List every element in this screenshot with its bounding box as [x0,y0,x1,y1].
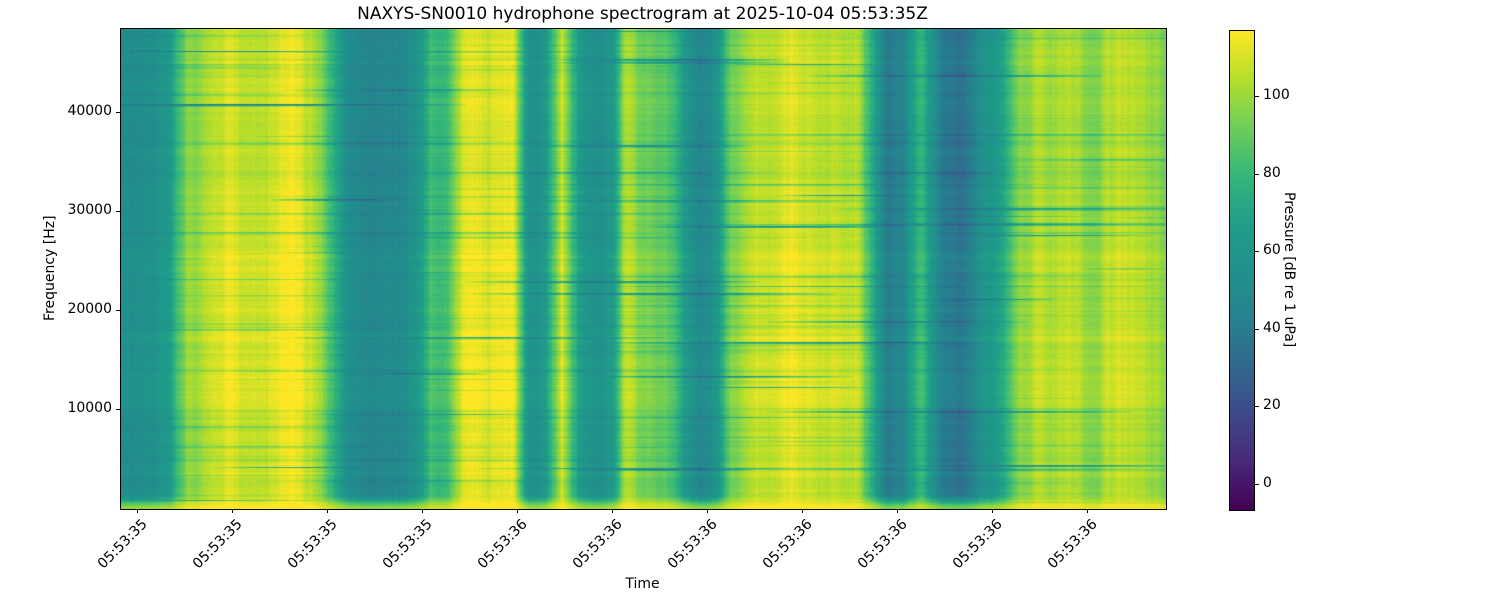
x-axis-tick [1087,509,1088,513]
colorbar [1229,30,1255,511]
x-axis-tick [422,509,423,513]
colorbar-ticklabel: 40 [1263,320,1281,336]
x-axis-tick [327,509,328,513]
colorbar-tick [1255,251,1259,252]
colorbar-tick [1255,96,1259,97]
colorbar-tick [1255,406,1259,407]
colorbar-ticklabel: 80 [1263,165,1281,181]
x-axis-tick [802,509,803,513]
y-axis-label: Frequency [Hz] [42,215,58,321]
x-axis-tick [897,509,898,513]
x-axis-tick [992,509,993,513]
y-axis-tick [116,112,120,113]
colorbar-tick [1255,484,1259,485]
x-axis-tick [517,509,518,513]
colorbar-label: Pressure [dB re 1 uPa] [1281,191,1297,348]
y-axis-ticklabel: 10000 [67,400,112,416]
spectrogram-canvas [121,29,1166,509]
y-axis-tick [116,211,120,212]
colorbar-tick [1255,329,1259,330]
x-axis-label: Time [625,576,660,592]
y-axis-tick [116,310,120,311]
plot-area [120,28,1167,510]
colorbar-ticklabel: 20 [1263,397,1281,413]
x-axis-tick [707,509,708,513]
y-axis-ticklabel: 40000 [67,103,112,119]
y-axis-ticklabel: 30000 [67,202,112,218]
y-axis-ticklabel: 20000 [67,301,112,317]
x-axis-tick [232,509,233,513]
colorbar-tick [1255,174,1259,175]
chart-title: NAXYS-SN0010 hydrophone spectrogram at 2… [357,4,928,24]
colorbar-ticklabel: 60 [1263,242,1281,258]
colorbar-ticklabel: 0 [1263,475,1272,491]
x-axis-tick [612,509,613,513]
colorbar-ticklabel: 100 [1263,87,1290,103]
x-axis-tick [137,509,138,513]
y-axis-tick [116,409,120,410]
